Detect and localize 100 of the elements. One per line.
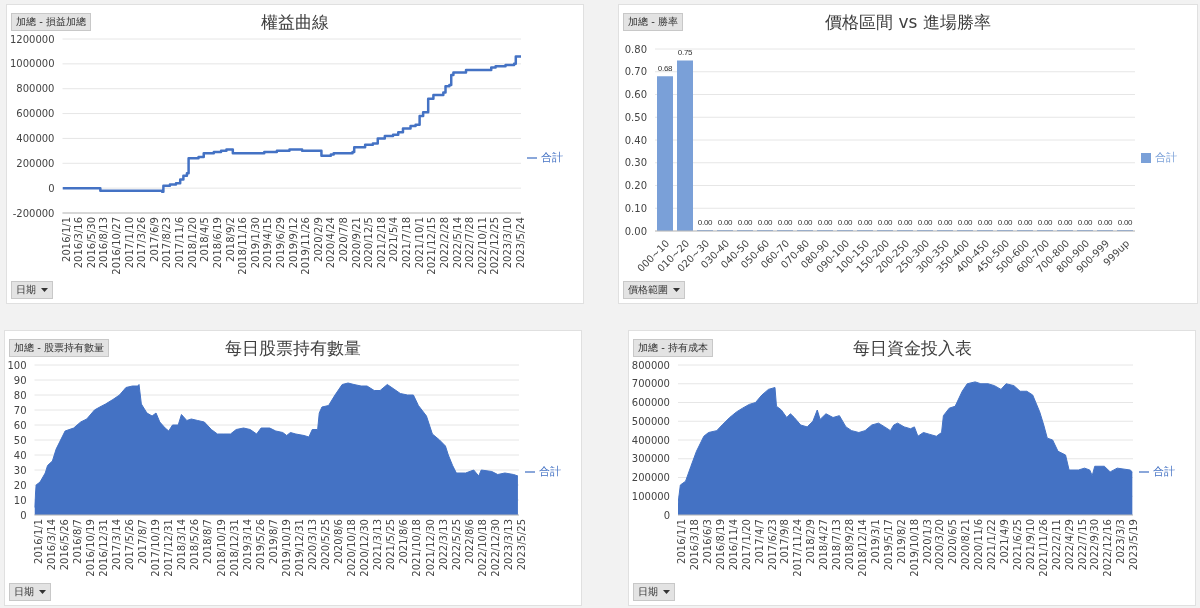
x-tick-label: 2016/8/7 bbox=[71, 519, 83, 564]
data-label: 0.00 bbox=[1037, 218, 1054, 227]
y-tick-label: 0.30 bbox=[624, 157, 647, 169]
data-label: 0.00 bbox=[1097, 218, 1114, 227]
x-tick-label: 2022/5/14 bbox=[451, 217, 463, 269]
chart-title: 權益曲線 bbox=[261, 12, 329, 32]
data-label: 0.00 bbox=[1117, 218, 1134, 227]
x-tick-label: 2016/8/19 bbox=[714, 519, 726, 571]
y-tick-label: 30 bbox=[13, 464, 27, 476]
x-tick-label: 2022/7/15 bbox=[1076, 519, 1088, 571]
x-tick-label: 2018/8/7 bbox=[202, 519, 214, 564]
data-label: 0.00 bbox=[857, 218, 874, 227]
x-tick-label: 2018/1/20 bbox=[186, 217, 198, 269]
x-tick-label: 2023/5/19 bbox=[1128, 519, 1140, 571]
y-tick-label: 0 bbox=[663, 509, 670, 521]
x-tick-label: 2018/7/13 bbox=[831, 519, 843, 571]
x-tick-label: 2017/6/9 bbox=[148, 217, 160, 262]
x-tick-label: 2020/8/21 bbox=[960, 519, 972, 571]
x-tick-label: 2017/10/19 bbox=[150, 519, 162, 577]
x-tick-label: 2019/5/26 bbox=[254, 519, 266, 571]
x-tick-label: 2018/12/14 bbox=[856, 519, 868, 577]
x-tick-label: 2019/6/29 bbox=[274, 217, 286, 269]
text: 日期 bbox=[14, 585, 34, 599]
x-tick-label: 2020/4/24 bbox=[325, 217, 337, 269]
x-tick-label: 2020/7/8 bbox=[338, 217, 350, 262]
data-label: 0.75 bbox=[677, 48, 694, 58]
data-label: 0.00 bbox=[917, 218, 934, 227]
x-tick-label: 2017/8/7 bbox=[137, 519, 149, 564]
x-tick-label: 2021/12/15 bbox=[426, 217, 438, 275]
x-tick-label: 2023/3/13 bbox=[502, 519, 514, 571]
x-tick-label: 2021/12/30 bbox=[424, 519, 436, 577]
y-tick-label: 200000 bbox=[631, 472, 670, 484]
x-tick-label: 2019/8/2 bbox=[895, 519, 907, 564]
x-tick-label: 2018/9/2 bbox=[224, 217, 236, 262]
x-tick-label: 2021/4/9 bbox=[999, 519, 1011, 564]
x-tick-label: 2022/12/16 bbox=[1102, 519, 1114, 577]
y-tick-label: 600000 bbox=[631, 397, 670, 409]
data-label: 0.00 bbox=[1017, 218, 1034, 227]
x-tick-label: 2016/6/3 bbox=[701, 519, 713, 564]
y-tick-label: 800000 bbox=[16, 83, 55, 95]
x-tick-label: 2021/6/25 bbox=[1011, 519, 1023, 571]
x-tick-label: 2023/3/10 bbox=[501, 217, 513, 269]
x-tick-label: 2020/10/18 bbox=[346, 519, 358, 577]
x-tick-label: 2016/3/14 bbox=[45, 519, 57, 571]
y-tick-label: -200000 bbox=[12, 207, 55, 219]
legend-label: 合計 bbox=[1153, 464, 1175, 478]
x-tick-label: 2016/5/30 bbox=[85, 217, 97, 269]
x-tick-label: 2018/12/31 bbox=[228, 519, 240, 577]
x-tick-label: 2021/9/10 bbox=[1024, 519, 1036, 571]
x-tick-label: 2017/1/20 bbox=[740, 519, 752, 571]
y-tick-label: 40 bbox=[13, 449, 27, 461]
x-tick-label: 2022/2/28 bbox=[438, 217, 450, 269]
text: 加總 - 損益加總 bbox=[16, 15, 86, 29]
x-tick-label: 2018/4/27 bbox=[818, 519, 830, 571]
x-tick-label: 2018/5/26 bbox=[189, 519, 201, 571]
y-tick-label: 60 bbox=[13, 419, 27, 431]
x-tick-label: 2020/12/5 bbox=[363, 217, 375, 269]
y-tick-label: 0.00 bbox=[624, 225, 647, 237]
x-tick-label: 2016/8/13 bbox=[98, 217, 110, 269]
x-tick-label: 2016/1/1 bbox=[60, 217, 72, 262]
data-label: 0.00 bbox=[977, 218, 994, 227]
x-tick-label: 2016/5/26 bbox=[58, 519, 70, 571]
y-tick-label: 300000 bbox=[631, 453, 670, 465]
x-tick-label: 2020/12/30 bbox=[359, 519, 371, 577]
y-tick-label: 0.70 bbox=[624, 66, 647, 78]
x-tick-label: 2021/5/4 bbox=[388, 217, 400, 262]
y-tick-label: 0.10 bbox=[624, 202, 647, 214]
x-tick-label: 2019/8/7 bbox=[267, 519, 279, 564]
x-tick-label: 2021/10/18 bbox=[411, 519, 423, 577]
chart-title: 價格區間 vs 進場勝率 bbox=[825, 12, 991, 32]
text: 加總 - 股票持有數量 bbox=[14, 341, 104, 355]
data-label: 0.00 bbox=[957, 218, 974, 227]
x-tick-label: 2019/12/31 bbox=[293, 519, 305, 577]
x-tick-label: 2019/3/14 bbox=[241, 519, 253, 571]
x-tick-label: 2017/8/23 bbox=[161, 217, 173, 269]
y-tick-label: 0.60 bbox=[624, 89, 647, 101]
data-label: 0.00 bbox=[757, 218, 774, 227]
x-tick-label: 2017/3/14 bbox=[110, 519, 122, 571]
x-tick-label: 2020/3/13 bbox=[306, 519, 318, 571]
x-tick-label: 2020/1/3 bbox=[921, 519, 933, 564]
y-tick-label: 400000 bbox=[16, 132, 55, 144]
x-tick-label: 2020/9/21 bbox=[350, 217, 362, 269]
x-tick-label: 2022/9/30 bbox=[1089, 519, 1101, 571]
x-tick-label: 2021/5/25 bbox=[385, 519, 397, 571]
y-tick-label: 80 bbox=[13, 389, 27, 401]
y-tick-label: 0.40 bbox=[624, 134, 647, 146]
x-tick-label: 2018/11/16 bbox=[237, 217, 249, 275]
text: 加總 - 持有成本 bbox=[638, 341, 708, 355]
x-tick-label: 2021/7/18 bbox=[401, 217, 413, 269]
x-tick-label: 2017/12/31 bbox=[163, 519, 175, 577]
x-tick-label: 2017/3/26 bbox=[136, 217, 148, 269]
y-tick-label: 700000 bbox=[631, 378, 670, 390]
x-tick-label: 2022/4/29 bbox=[1063, 519, 1075, 571]
x-tick-label: 2023/5/25 bbox=[516, 519, 528, 571]
y-tick-label: 50 bbox=[13, 434, 27, 446]
x-tick-label: 2019/9/12 bbox=[287, 217, 299, 269]
x-tick-label: 2017/4/7 bbox=[753, 519, 765, 564]
x-tick-label: 2021/1/22 bbox=[986, 519, 998, 571]
x-tick-label: 2022/10/11 bbox=[476, 217, 488, 275]
y-tick-label: 600000 bbox=[16, 108, 55, 120]
